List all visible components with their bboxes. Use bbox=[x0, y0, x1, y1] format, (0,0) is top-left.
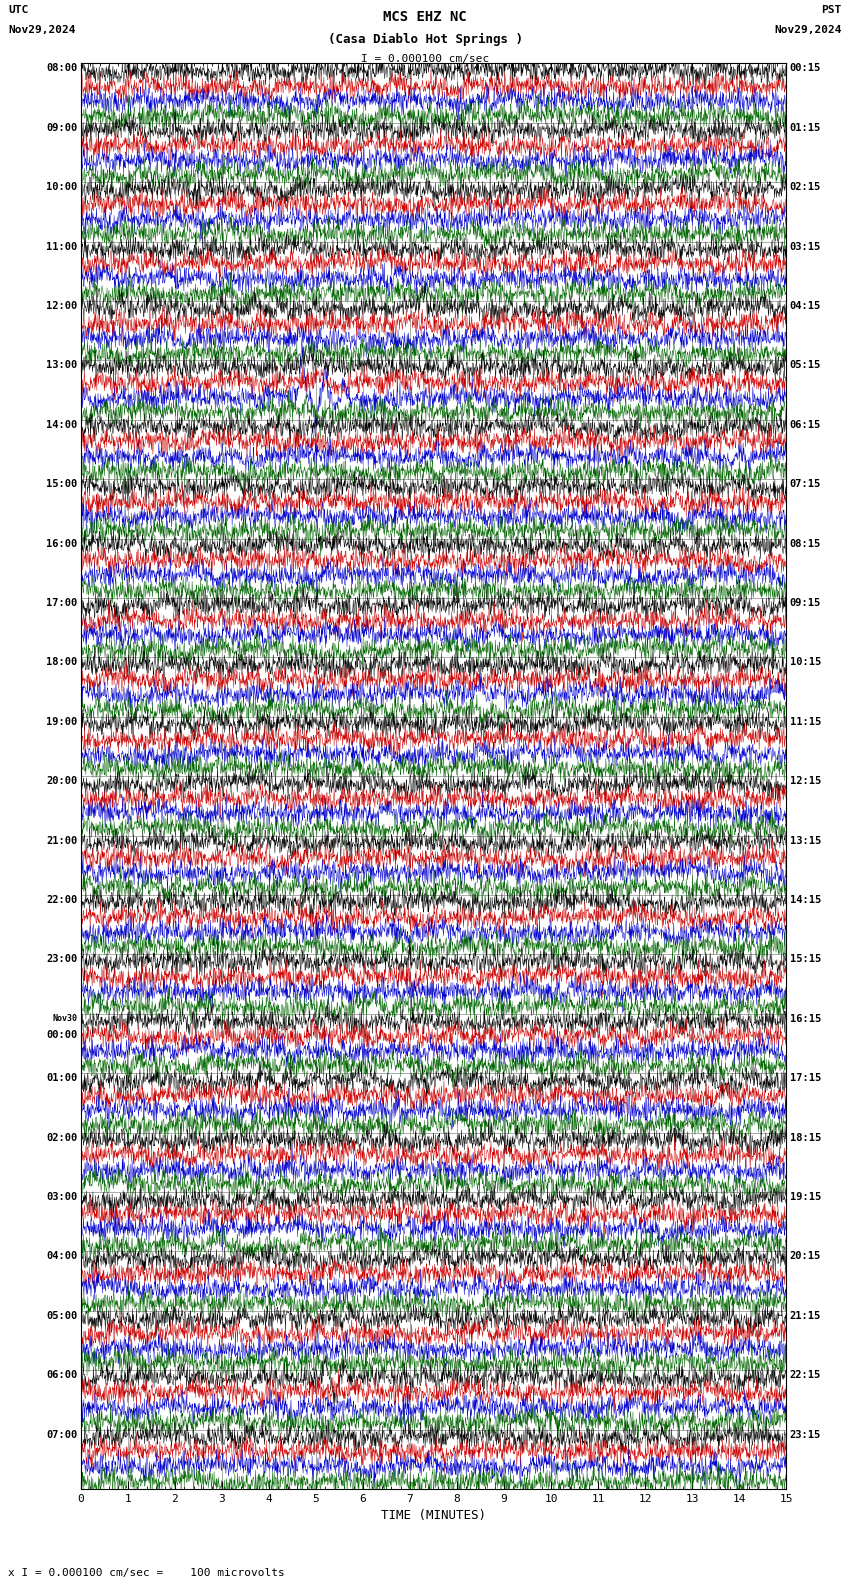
Text: 21:15: 21:15 bbox=[790, 1312, 821, 1321]
Text: 17:00: 17:00 bbox=[46, 599, 77, 608]
Text: 07:00: 07:00 bbox=[46, 1429, 77, 1440]
Text: UTC: UTC bbox=[8, 5, 29, 14]
Text: 14:00: 14:00 bbox=[46, 420, 77, 429]
Text: 06:15: 06:15 bbox=[790, 420, 821, 429]
Text: 02:00: 02:00 bbox=[46, 1133, 77, 1142]
Text: 16:00: 16:00 bbox=[46, 539, 77, 548]
Text: 14:15: 14:15 bbox=[790, 895, 821, 904]
Text: 12:15: 12:15 bbox=[790, 776, 821, 786]
Text: 10:15: 10:15 bbox=[790, 657, 821, 667]
Text: 01:00: 01:00 bbox=[46, 1074, 77, 1083]
Text: 22:00: 22:00 bbox=[46, 895, 77, 904]
Text: 02:15: 02:15 bbox=[790, 182, 821, 192]
Text: 13:15: 13:15 bbox=[790, 836, 821, 846]
X-axis label: TIME (MINUTES): TIME (MINUTES) bbox=[381, 1510, 486, 1522]
Text: Nov29,2024: Nov29,2024 bbox=[774, 25, 842, 35]
Text: I = 0.000100 cm/sec: I = 0.000100 cm/sec bbox=[361, 54, 489, 63]
Text: 07:15: 07:15 bbox=[790, 478, 821, 489]
Text: 21:00: 21:00 bbox=[46, 836, 77, 846]
Text: PST: PST bbox=[821, 5, 842, 14]
Text: 20:00: 20:00 bbox=[46, 776, 77, 786]
Text: 19:00: 19:00 bbox=[46, 716, 77, 727]
Text: 05:15: 05:15 bbox=[790, 361, 821, 371]
Text: 15:00: 15:00 bbox=[46, 478, 77, 489]
Text: 01:15: 01:15 bbox=[790, 124, 821, 133]
Text: MCS EHZ NC: MCS EHZ NC bbox=[383, 10, 467, 24]
Text: 10:00: 10:00 bbox=[46, 182, 77, 192]
Text: 18:00: 18:00 bbox=[46, 657, 77, 667]
Text: 11:00: 11:00 bbox=[46, 242, 77, 252]
Text: 04:00: 04:00 bbox=[46, 1251, 77, 1261]
Text: 09:15: 09:15 bbox=[790, 599, 821, 608]
Text: x I = 0.000100 cm/sec =    100 microvolts: x I = 0.000100 cm/sec = 100 microvolts bbox=[8, 1568, 286, 1578]
Text: Nov29,2024: Nov29,2024 bbox=[8, 25, 76, 35]
Text: 19:15: 19:15 bbox=[790, 1191, 821, 1202]
Text: 11:15: 11:15 bbox=[790, 716, 821, 727]
Text: 06:00: 06:00 bbox=[46, 1370, 77, 1380]
Text: Nov30: Nov30 bbox=[52, 1014, 77, 1023]
Text: 23:00: 23:00 bbox=[46, 954, 77, 965]
Text: 04:15: 04:15 bbox=[790, 301, 821, 310]
Text: 03:15: 03:15 bbox=[790, 242, 821, 252]
Text: 20:15: 20:15 bbox=[790, 1251, 821, 1261]
Text: 00:00: 00:00 bbox=[46, 1031, 77, 1041]
Text: 13:00: 13:00 bbox=[46, 361, 77, 371]
Text: 05:00: 05:00 bbox=[46, 1312, 77, 1321]
Text: 09:00: 09:00 bbox=[46, 124, 77, 133]
Text: 17:15: 17:15 bbox=[790, 1074, 821, 1083]
Text: 23:15: 23:15 bbox=[790, 1429, 821, 1440]
Text: 15:15: 15:15 bbox=[790, 954, 821, 965]
Text: 08:00: 08:00 bbox=[46, 63, 77, 73]
Text: (Casa Diablo Hot Springs ): (Casa Diablo Hot Springs ) bbox=[327, 33, 523, 46]
Text: 22:15: 22:15 bbox=[790, 1370, 821, 1380]
Text: 18:15: 18:15 bbox=[790, 1133, 821, 1142]
Text: 00:15: 00:15 bbox=[790, 63, 821, 73]
Text: 03:00: 03:00 bbox=[46, 1191, 77, 1202]
Text: 16:15: 16:15 bbox=[790, 1014, 821, 1023]
Text: 12:00: 12:00 bbox=[46, 301, 77, 310]
Text: 08:15: 08:15 bbox=[790, 539, 821, 548]
